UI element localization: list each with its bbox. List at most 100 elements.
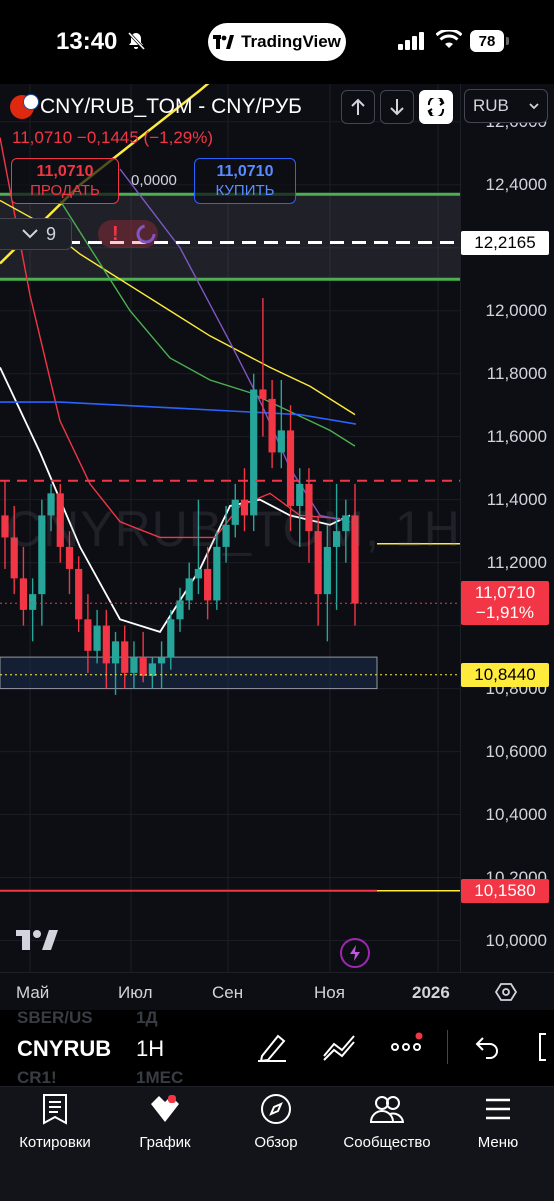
candle-body	[332, 531, 341, 547]
ma-green-line	[59, 200, 356, 447]
candle-body	[296, 483, 304, 506]
sync-icon	[427, 98, 445, 116]
candle-body	[75, 568, 83, 620]
compass-icon	[261, 1094, 291, 1124]
candle-body	[259, 389, 267, 399]
candle-body	[19, 578, 28, 610]
candle-body	[102, 625, 110, 664]
candle-body	[10, 537, 18, 579]
candle-body	[286, 430, 295, 506]
buy-button[interactable]: 11,0710 КУПИТЬ	[194, 158, 296, 204]
candle-body	[194, 568, 203, 579]
arrow-up-icon	[351, 98, 365, 115]
flash-icon[interactable]	[340, 938, 370, 968]
price-change-line: 11,0710 −0,1445 (−1,29%)	[12, 128, 214, 147]
nav-item-community[interactable]: Сообщество	[332, 1092, 442, 1151]
candle-body	[84, 619, 92, 651]
resistance-zone	[0, 194, 460, 280]
indicators-icon[interactable]	[322, 1032, 358, 1062]
candle-body	[213, 546, 221, 601]
candle-body	[130, 657, 138, 673]
candle-body	[65, 546, 74, 569]
lightning-icon	[350, 945, 360, 961]
candle-body	[38, 515, 46, 595]
price-tick: 11,6000	[486, 426, 547, 446]
candle-body	[231, 499, 239, 525]
candle-body	[222, 524, 230, 547]
symbol-selector[interactable]: CNYRUB	[17, 1036, 112, 1061]
chevron-down-icon	[22, 229, 38, 239]
scroll-down-button[interactable]	[380, 90, 414, 124]
nav-label-chart: График	[139, 1134, 191, 1151]
symbol-watermark: CNYRUB_TOM, 1H	[6, 501, 461, 557]
current-price-label: 11,0710 −1,91%	[461, 581, 549, 626]
chart-icon	[151, 1095, 179, 1122]
candle-body	[93, 625, 101, 651]
status-time: 13:40	[56, 28, 118, 55]
more-options-icon[interactable]	[390, 1032, 426, 1062]
price-tick: 11,2000	[486, 552, 547, 572]
buy-price: 11,0710	[216, 163, 274, 180]
nav-item-overview[interactable]: Обзор	[221, 1092, 331, 1151]
ma-blue-line	[0, 401, 357, 425]
candle-body	[157, 657, 166, 664]
price-axis[interactable]: 12,600012,400012,000011,800011,600011,40…	[460, 84, 554, 972]
alert-warning[interactable]: !	[98, 220, 158, 248]
nav-label-overview: Обзор	[254, 1134, 298, 1151]
price-tick: 10,6000	[485, 741, 547, 761]
tradingview-logo-icon	[213, 35, 235, 49]
candle-body	[139, 657, 147, 676]
chevron-down-icon	[529, 103, 539, 110]
ma-purple-line	[119, 168, 351, 523]
time-label-may: Май	[16, 983, 50, 1002]
cellular-signal-icon	[398, 32, 424, 50]
nav-item-quotes[interactable]: Котировки	[0, 1092, 110, 1151]
sell-button[interactable]: 11,0710 ПРОДАТЬ	[11, 158, 119, 204]
time-label-sep: Сен	[212, 983, 244, 1002]
candle-body	[277, 430, 285, 453]
redo-icon[interactable]	[536, 1032, 554, 1062]
chart-area[interactable]: 12,600012,400012,000011,800011,600011,40…	[0, 84, 554, 972]
quotes-icon	[43, 1094, 67, 1125]
candle-body	[250, 389, 258, 516]
interval-selector[interactable]: 1H	[136, 1036, 165, 1061]
buy-label: КУПИТЬ	[215, 182, 275, 199]
battery-indicator: 78	[470, 30, 504, 52]
time-label-nov: Ноя	[314, 983, 345, 1002]
nav-item-menu[interactable]: Меню	[443, 1092, 553, 1151]
candle-body	[268, 398, 276, 453]
app-pill-label: TradingView	[241, 32, 341, 51]
price-tick: 10,4000	[485, 804, 547, 824]
chart-mode-button[interactable]	[419, 90, 453, 124]
scroll-up-button[interactable]	[341, 90, 375, 124]
russia-flag-icon	[23, 94, 39, 110]
time-axis[interactable]: Май Июл Сен Ноя 2026	[0, 972, 554, 1011]
nav-item-chart[interactable]: График	[110, 1092, 220, 1151]
candle-body	[204, 568, 212, 601]
currency-select[interactable]: RUB	[464, 89, 548, 123]
price-tick: 12,0000	[485, 300, 547, 320]
symbol-title-text: CNY/RUB_TOM - CNY/РУБ	[40, 95, 302, 118]
symbol-title[interactable]: CNY/RUB_TOM - CNY/РУБ	[10, 95, 302, 119]
candle-body	[176, 600, 184, 620]
ghost-interval-above: 1Д	[136, 1008, 158, 1027]
price-tick: 10,0000	[485, 930, 547, 950]
indicators-toggle[interactable]: 9	[0, 218, 72, 250]
undo-icon[interactable]	[472, 1032, 502, 1062]
app-pill[interactable]: TradingView	[208, 23, 346, 61]
demand-zone	[0, 656, 378, 690]
nav-label-quotes: Котировки	[19, 1134, 91, 1151]
chart-settings-icon[interactable]	[495, 982, 517, 1002]
bell-muted-icon	[127, 31, 146, 51]
indicators-count: 9	[46, 223, 57, 244]
loading-icon	[136, 224, 156, 244]
price-tick: 11,8000	[486, 363, 547, 383]
toolbar-divider	[447, 1030, 448, 1064]
price-tick: 12,4000	[485, 174, 547, 194]
tradingview-logo-icon	[16, 930, 58, 950]
wifi-icon	[436, 30, 462, 48]
drawing-tool-icon[interactable]	[256, 1032, 290, 1062]
candle-body	[185, 578, 193, 601]
chart-plot[interactable]	[0, 84, 460, 972]
candle-body	[47, 493, 55, 516]
